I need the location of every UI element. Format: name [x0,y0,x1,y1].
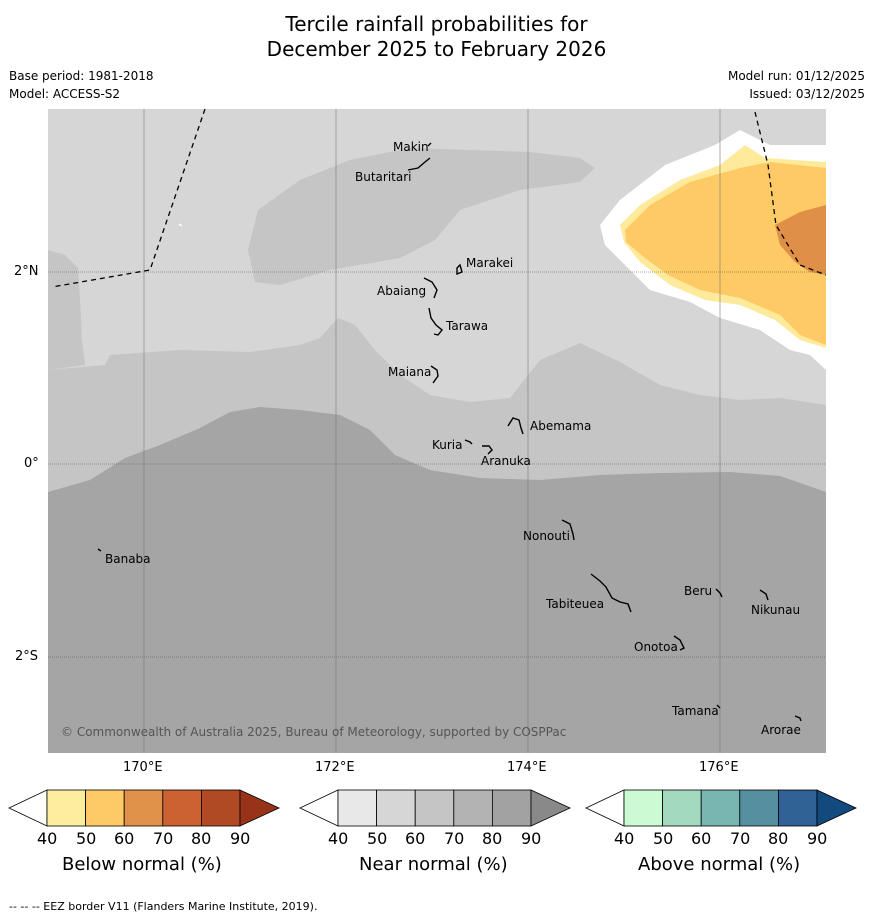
lat-label-2s: 2°S [15,649,39,664]
cb-above-tick: 90 [807,829,828,848]
colorbar-swatch [491,789,532,827]
title-line-1: Tercile rainfall probabilities for [285,12,588,36]
meta-left: Base period: 1981-2018 Model: ACCESS-S2 [9,67,154,103]
label-tamana: Tamana [671,704,719,718]
copyright-notice: © Commonwealth of Australia 2025, Bureau… [61,725,566,739]
meta-right: Model run: 01/12/2025 Issued: 03/12/2025 [728,67,865,103]
near-normal-60-70-south [48,407,826,753]
colorbar-above-swatches [585,789,857,827]
near-normal-50-60-west [48,250,85,370]
cb-above-tick: 40 [614,829,635,848]
cb-near-tick: 60 [405,829,426,848]
lat-label-0: 0° [24,456,39,471]
colorbar-swatch [85,789,125,827]
cb-above-tick: 70 [730,829,751,848]
colorbar-swatch [299,789,339,827]
colorbar-above-label: Above normal (%) [638,854,801,875]
lon-label-174e: 174°E [507,760,547,775]
label-onotoa: Onotoa [634,640,678,654]
colorbar-below-swatches [8,789,280,827]
below-normal-50-60 [625,162,826,345]
label-aranuka: Aranuka [481,454,531,468]
colorbar-swatch [453,789,493,827]
label-arorae: Arorae [761,723,801,737]
cb-above-tick: 80 [768,829,789,848]
label-beru: Beru [684,584,712,598]
model-run: Model run: 01/12/2025 [727,69,865,83]
cb-near-tick: 50 [367,829,388,848]
lon-label-176e: 176°E [699,760,739,775]
cb-below-tick: 70 [153,829,174,848]
colorbar-near-swatches [299,789,571,827]
label-kuria: Kuria [432,438,463,452]
label-marakei: Marakei [466,256,513,270]
cb-near-tick: 70 [444,829,465,848]
title-line-2: December 2025 to February 2026 [266,37,607,61]
eez-border [51,109,826,288]
colorbar-swatch [239,789,280,827]
graticule [48,109,826,753]
cb-below-tick: 60 [114,829,135,848]
colorbar-swatch [8,789,48,827]
base-period: Base period: 1981-2018 [9,69,154,83]
islands [97,142,802,722]
colorbar-swatch [376,789,416,827]
label-makin: Makin [393,140,429,154]
cb-below-tick: 90 [230,829,251,848]
label-tarawa: Tarawa [445,319,488,333]
colorbar-swatch [162,789,202,827]
eez-footnote: -- -- -- EEZ border V11 (Flanders Marine… [9,900,318,913]
colorbar-swatch [414,789,455,827]
near-normal-50-60-north [248,148,595,285]
cb-below-tick: 40 [37,829,58,848]
label-maiana: Maiana [388,365,431,379]
colorbar-swatch [778,789,818,827]
cb-near-tick: 90 [521,829,542,848]
map-title: Tercile rainfall probabilities for Decem… [0,12,873,62]
colorbar-swatch [530,789,571,827]
label-abaiang: Abaiang [377,284,426,298]
label-butaritari: Butaritari [355,170,412,184]
colorbar-swatch [739,789,779,827]
colorbar-swatch [46,789,86,827]
colorbar-near-label: Near normal (%) [359,854,508,875]
cb-near-tick: 80 [482,829,503,848]
issued-date: Issued: 03/12/2025 [749,87,865,101]
label-abemama: Abemama [530,419,591,433]
label-nonouti: Nonouti [523,529,570,543]
colorbar-swatch [662,789,702,827]
colorbar-swatch [200,789,241,827]
colorbar-below-label: Below normal (%) [62,854,222,875]
lon-label-172e: 172°E [315,760,355,775]
cb-near-tick: 40 [328,829,349,848]
below-normal-60-70 [775,205,826,275]
colorbar-swatch [623,789,663,827]
cb-above-tick: 60 [691,829,712,848]
cb-above-tick: 50 [653,829,674,848]
lon-label-170e: 170°E [123,760,163,775]
colorbar-swatch [700,789,741,827]
colorbar-swatch [337,789,377,827]
place-labels: Makin Butaritari Marakei Abaiang Tarawa … [105,140,801,737]
cb-below-tick: 50 [76,829,97,848]
model-name: Model: ACCESS-S2 [9,87,121,101]
cb-below-tick: 80 [191,829,212,848]
lat-label-2n: 2°N [14,264,39,279]
label-banaba: Banaba [105,552,151,566]
colorbar-swatch [816,789,857,827]
label-nikunau: Nikunau [751,603,800,617]
colorbar-swatch [585,789,625,827]
colorbar-swatch [123,789,164,827]
label-tabiteuea: Tabiteuea [545,597,604,611]
